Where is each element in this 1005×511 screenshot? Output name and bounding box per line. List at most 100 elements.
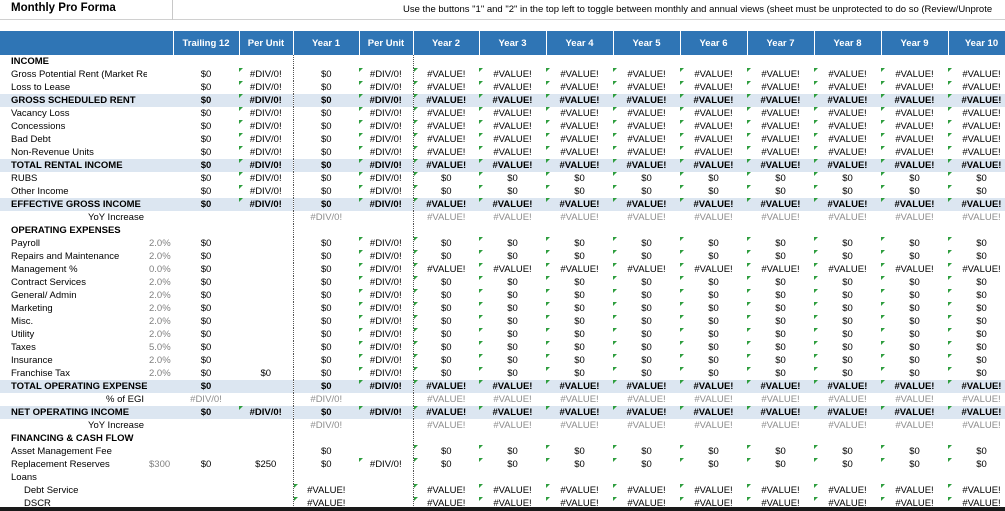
year-2-cell[interactable]: #VALUE! [413,146,479,159]
year-10-cell[interactable]: #VALUE! [948,198,1005,211]
year-1-cell[interactable]: $0 [293,380,359,393]
year-1-cell[interactable]: $0 [320,238,332,249]
row-label[interactable]: RUBS [11,173,38,184]
row-label[interactable]: Concessions [11,121,66,132]
row-label[interactable]: DSCR [24,498,51,509]
per-unit-cell[interactable]: $0 [239,367,294,380]
row-label[interactable]: TOTAL OPERATING EXPENSES [0,380,147,393]
row-label[interactable]: NET OPERATING INCOME [0,406,147,419]
growth-rate-cell[interactable] [147,172,173,185]
year-7-cell[interactable]: #VALUE! [747,146,814,159]
row-label[interactable]: FINANCING & CASH FLOW [11,433,134,444]
year-10-cell[interactable] [948,55,1005,68]
year-10-cell[interactable] [948,432,1005,445]
year-2-cell[interactable]: #VALUE! [413,406,479,419]
year-9-cell[interactable]: #VALUE! [881,146,948,159]
year-10-cell[interactable]: #VALUE! [962,394,1001,405]
year-3-cell[interactable]: #VALUE! [479,68,546,81]
row-label[interactable]: Franchise Tax [11,368,70,379]
year-4-cell[interactable]: $0 [546,289,613,302]
year-9-cell[interactable]: #VALUE! [881,133,948,146]
year-7-cell[interactable] [747,432,814,445]
year-2-cell[interactable]: $0 [413,185,479,198]
year-1-cell[interactable]: $0 [320,121,332,132]
per-unit-cell[interactable] [239,315,294,328]
growth-rate-cell[interactable] [147,211,173,224]
growth-rate-cell[interactable] [147,55,173,68]
year-8-cell[interactable]: $0 [814,250,881,263]
column-header[interactable] [147,31,174,55]
year-2-cell[interactable] [413,432,479,445]
year-10-cell[interactable]: #VALUE! [948,484,1005,497]
trailing-12-cell[interactable]: $0 [200,82,212,93]
year-9-cell[interactable]: $0 [881,302,948,315]
per-unit-cell[interactable]: #DIV/0! [359,237,414,250]
year-7-cell[interactable]: $0 [747,445,814,458]
year-9-cell[interactable]: #VALUE! [881,406,948,419]
year-5-cell[interactable]: $0 [613,289,680,302]
year-7-cell[interactable]: #VALUE! [747,94,814,107]
year-8-cell[interactable]: #VALUE! [814,81,881,94]
growth-rate-cell[interactable] [147,224,173,237]
year-6-cell[interactable] [680,55,747,68]
column-header[interactable]: Year 3 [479,31,547,55]
trailing-12-cell[interactable]: $0 [200,134,212,145]
trailing-12-cell[interactable]: $0 [200,173,212,184]
year-7-cell[interactable]: $0 [747,250,814,263]
year-1-cell[interactable]: #DIV/0! [310,212,343,223]
year-9-cell[interactable]: #VALUE! [895,394,934,405]
year-10-cell[interactable]: $0 [948,367,1005,380]
year-1-cell[interactable]: $0 [320,147,332,158]
year-1-cell[interactable]: #VALUE! [293,484,359,497]
year-7-cell[interactable]: $0 [747,185,814,198]
year-6-cell[interactable]: $0 [680,354,747,367]
year-4-cell[interactable]: #VALUE! [546,380,613,393]
year-3-cell[interactable]: #VALUE! [493,420,532,431]
year-8-cell[interactable]: #VALUE! [814,497,881,510]
year-6-cell[interactable] [680,432,747,445]
year-3-cell[interactable] [479,471,546,484]
year-8-cell[interactable]: #VALUE! [828,394,867,405]
year-2-cell[interactable]: $0 [413,328,479,341]
year-9-cell[interactable]: $0 [881,315,948,328]
year-9-cell[interactable]: #VALUE! [881,68,948,81]
year-7-cell[interactable]: #VALUE! [761,420,800,431]
year-4-cell[interactable]: #VALUE! [560,212,599,223]
year-2-cell[interactable]: #VALUE! [413,159,479,172]
year-1-cell[interactable]: $0 [320,134,332,145]
year-7-cell[interactable]: $0 [747,458,814,471]
row-label[interactable]: Utility [11,329,35,340]
year-1-cell[interactable]: #VALUE! [293,497,359,510]
column-header[interactable]: Year 2 [413,31,480,55]
year-5-cell[interactable]: $0 [613,185,680,198]
year-1-cell[interactable]: #DIV/0! [310,420,343,431]
year-9-cell[interactable] [881,224,948,237]
year-5-cell[interactable]: #VALUE! [613,94,680,107]
per-unit-cell[interactable] [239,55,294,68]
row-label[interactable]: Vacancy Loss [11,108,70,119]
year-2-cell[interactable]: #VALUE! [427,420,466,431]
year-3-cell[interactable]: #VALUE! [479,146,546,159]
year-7-cell[interactable]: $0 [747,315,814,328]
year-1-cell[interactable]: $0 [320,290,332,301]
year-9-cell[interactable]: #VALUE! [881,380,948,393]
trailing-12-cell[interactable]: $0 [200,238,212,249]
row-label[interactable]: Payroll [11,238,41,249]
per-unit-cell[interactable]: #DIV/0! [359,94,414,107]
year-3-cell[interactable]: #VALUE! [493,394,532,405]
per-unit-cell[interactable]: #DIV/0! [239,146,294,159]
growth-rate-cell[interactable] [147,419,173,432]
row-label[interactable]: GROSS SCHEDULED RENT [0,94,147,107]
year-7-cell[interactable] [747,471,814,484]
growth-rate-cell[interactable]: 2.0% [149,355,171,366]
year-6-cell[interactable]: #VALUE! [680,484,747,497]
year-7-cell[interactable]: $0 [747,302,814,315]
per-unit-cell[interactable] [359,497,414,510]
year-5-cell[interactable] [613,432,680,445]
per-unit-cell[interactable] [239,393,294,406]
year-6-cell[interactable]: $0 [680,328,747,341]
year-9-cell[interactable]: #VALUE! [881,484,948,497]
year-6-cell[interactable]: #VALUE! [680,146,747,159]
year-10-cell[interactable]: #VALUE! [948,406,1005,419]
per-unit-cell[interactable]: #DIV/0! [239,185,294,198]
